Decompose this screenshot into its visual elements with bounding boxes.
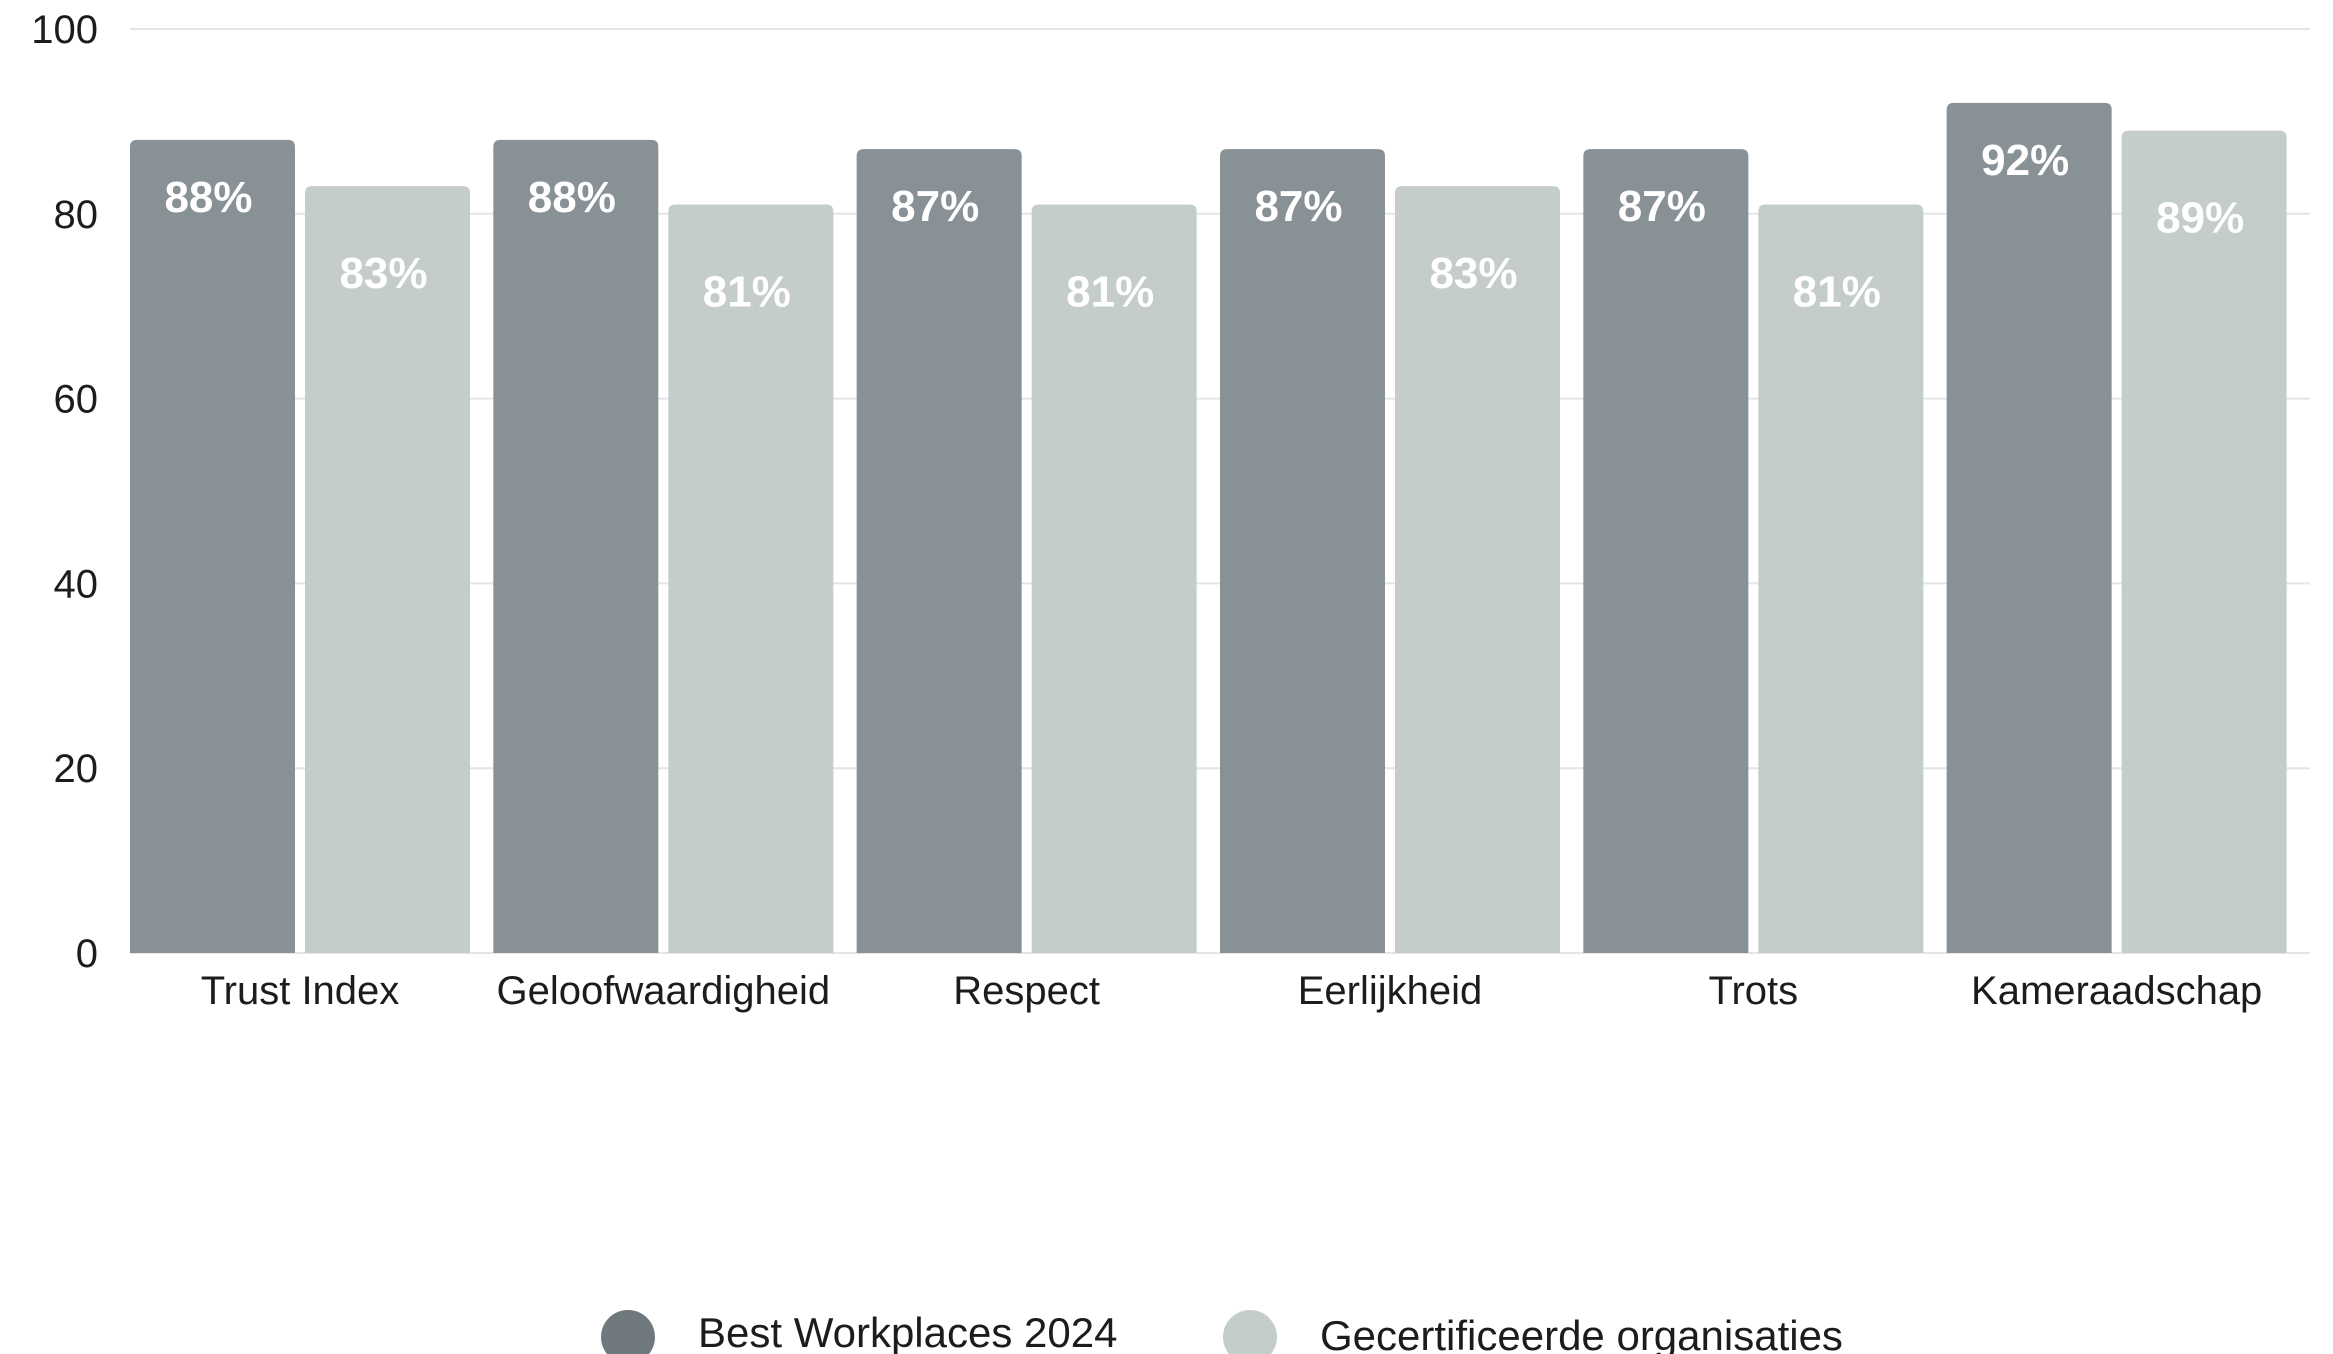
value-label: 87% — [1618, 182, 1706, 231]
y-tick-label: 40 — [54, 562, 99, 606]
bar-gecertificeerde-geloofwaardigheid — [668, 204, 834, 953]
value-label: 81% — [1066, 268, 1154, 317]
value-label: 81% — [703, 268, 791, 317]
bar-best-workplaces-trots — [1583, 149, 1749, 953]
bar-best-workplaces-kameraadschap — [1946, 102, 2112, 954]
bar-gecertificeerde-eerlijkheid — [1395, 186, 1560, 953]
value-labels: 88% 83% 88% 81% 87% 81% 87% 83% 87% 81% 92% 89% — [164, 136, 2244, 317]
bar-gecertificeerde-trots — [1758, 204, 1924, 953]
bar-best-workplaces-eerlijkheid — [1220, 149, 1385, 953]
x-category-label: Respect — [953, 969, 1100, 1013]
legend-marker-best-workplaces — [601, 1310, 655, 1354]
y-axis-ticks: 0 20 40 60 80 100 — [31, 8, 98, 976]
x-category-label: Geloofwaardigheid — [497, 969, 831, 1013]
y-tick-label: 100 — [31, 8, 98, 52]
bar-best-workplaces-geloofwaardigheid — [493, 139, 659, 953]
x-category-label: Eerlijkheid — [1298, 969, 1483, 1013]
x-axis-categories: Trust Index Geloofwaardigheid Respect Eerli… — [201, 969, 2263, 1013]
x-category-label: Kameraadschap — [1971, 969, 2262, 1013]
bar-gecertificeerde-trust-index — [305, 186, 470, 953]
value-label: 92% — [1981, 136, 2069, 185]
legend-marker-gecertificeerde — [1223, 1310, 1277, 1354]
bar-gecertificeerde-kameraadschap — [2121, 130, 2287, 953]
x-category-label: Trust Index — [201, 969, 400, 1013]
y-tick-label: 20 — [54, 747, 99, 791]
y-tick-label: 0 — [76, 932, 98, 976]
bar-best-workplaces-respect — [856, 149, 1022, 953]
legend-label-gecertificeerde: Gecertificeerde organisaties — [1320, 1312, 1843, 1354]
y-tick-label: 60 — [54, 378, 99, 422]
y-tick-label: 80 — [54, 193, 99, 237]
value-label: 88% — [528, 173, 616, 222]
value-label: 81% — [1793, 268, 1881, 317]
value-label: 89% — [2156, 194, 2244, 243]
x-category-label: Trots — [1709, 969, 1799, 1013]
bars — [130, 102, 2287, 954]
value-label: 87% — [1254, 182, 1342, 231]
legend-label-best-workplaces: Best Workplaces 2024 — [698, 1309, 1117, 1354]
legend: Best Workplaces 2024 Gecertificeerde org… — [601, 1309, 1843, 1354]
value-label: 83% — [339, 249, 427, 298]
bar-best-workplaces-trust-index — [130, 139, 295, 953]
value-label: 83% — [1429, 249, 1517, 298]
value-label: 87% — [891, 182, 979, 231]
value-label: 88% — [164, 173, 252, 222]
bar-gecertificeerde-respect — [1031, 204, 1197, 953]
